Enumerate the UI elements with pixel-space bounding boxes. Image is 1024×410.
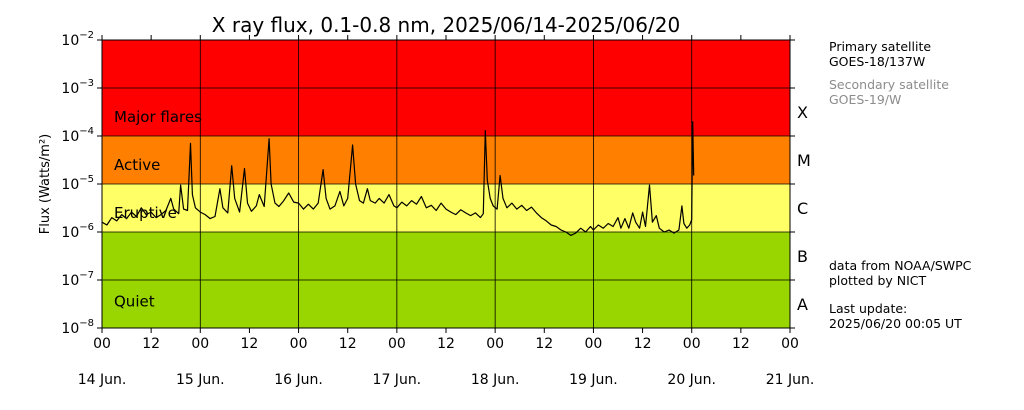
x-hour-label: 00	[683, 336, 701, 352]
band-1	[102, 136, 790, 184]
plot-credit: plotted by NICT	[829, 273, 927, 288]
primary-satellite-name: GOES-18/137W	[829, 54, 926, 69]
y-axis-label: Flux (Watts/m²)	[38, 134, 53, 235]
class-letter-B: B	[797, 247, 808, 266]
y-tick-label: 10−6	[61, 222, 94, 241]
x-day-label: 21 Jun.	[766, 372, 815, 388]
x-hour-label: 12	[732, 336, 750, 352]
secondary-satellite-name: GOES-19/W	[829, 92, 902, 107]
y-tick-label: 10−4	[61, 126, 94, 145]
primary-satellite-label: Primary satellite	[829, 39, 932, 54]
band-label: Quiet	[114, 292, 155, 310]
y-tick-label: 10−7	[61, 270, 94, 289]
x-day-label: 15 Jun.	[176, 372, 225, 388]
band-label: Active	[114, 156, 160, 174]
grid-lines	[102, 40, 790, 328]
x-day-label: 18 Jun.	[471, 372, 520, 388]
x-day-label: 14 Jun.	[78, 372, 127, 388]
x-day-label: 19 Jun.	[569, 372, 618, 388]
x-hour-label: 00	[388, 336, 406, 352]
band-label: Major flares	[114, 108, 202, 126]
class-letter-C: C	[797, 199, 808, 218]
x-hour-label: 00	[93, 336, 111, 352]
y-tick-label: 10−5	[61, 174, 94, 193]
x-hour-label: 12	[241, 336, 259, 352]
flux-series	[101, 120, 695, 236]
x-hour-label: 00	[290, 336, 308, 352]
class-letter-X: X	[797, 103, 808, 122]
x-axis: 00 12 00 12 00 12 00 12 00 12 00 12 00 12 00 14 Jun. 15 …	[78, 35, 815, 388]
x-hour-label: 12	[634, 336, 652, 352]
x-hour-label: 00	[781, 336, 799, 352]
y-tick-label: 10−2	[61, 30, 94, 49]
x-day-label: 16 Jun.	[274, 372, 323, 388]
secondary-satellite-label: Secondary satellite	[829, 77, 949, 92]
x-hour-label: 12	[535, 336, 553, 352]
chart-title: X ray flux, 0.1-0.8 nm, 2025/06/14-2025/…	[212, 13, 680, 37]
x-day-label: 20 Jun.	[667, 372, 716, 388]
x-hour-label: 00	[585, 336, 603, 352]
data-credit: data from NOAA/SWPC	[829, 258, 972, 273]
flux-line-0	[101, 120, 695, 236]
x-hour-label: 12	[142, 336, 160, 352]
x-hour-label: 00	[486, 336, 504, 352]
y-tick-label: 10−8	[61, 318, 94, 337]
class-letter-M: M	[797, 151, 811, 170]
class-letter-A: A	[797, 295, 808, 314]
x-hour-label: 12	[437, 336, 455, 352]
last-update-value: 2025/06/20 00:05 UT	[829, 316, 962, 331]
x-day-label: 17 Jun.	[373, 372, 422, 388]
x-hour-label: 12	[339, 336, 357, 352]
band-2	[102, 184, 790, 232]
x-hour-label: 00	[191, 336, 209, 352]
y-tick-label: 10−3	[61, 78, 94, 97]
last-update-label: Last update:	[829, 301, 908, 316]
